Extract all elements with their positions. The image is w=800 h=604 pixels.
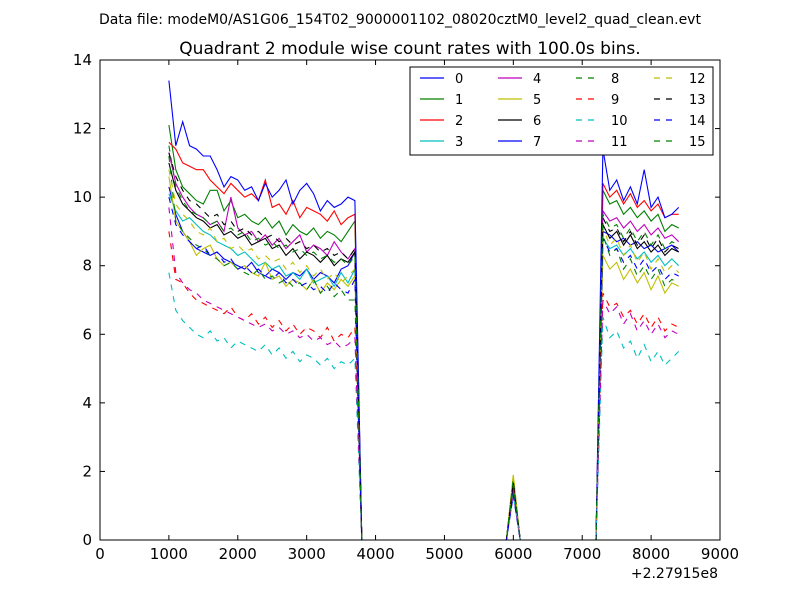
- data-file-label: Data file: modeM0/AS1G06_154T02_90000011…: [99, 12, 701, 28]
- x-tick-label: 6000: [494, 545, 532, 563]
- legend-label-11: 11: [611, 135, 628, 150]
- legend-label-12: 12: [689, 72, 706, 87]
- x-tick-label: 0: [95, 545, 105, 563]
- x-tick-label: 8000: [632, 545, 670, 563]
- y-tick-label: 10: [73, 188, 92, 206]
- y-tick-label: 4: [82, 394, 92, 412]
- x-tick-label: 1000: [150, 545, 188, 563]
- y-tick-label: 2: [82, 462, 92, 480]
- legend-label-0: 0: [455, 72, 463, 87]
- y-tick-label: 6: [82, 325, 92, 343]
- legend-label-8: 8: [611, 72, 619, 87]
- y-tick-label: 0: [82, 531, 92, 549]
- legend-label-3: 3: [455, 135, 463, 150]
- x-axis-offset-label: +2.27915e8: [631, 566, 718, 582]
- x-tick-label: 2000: [219, 545, 257, 563]
- y-tick-label: 12: [73, 120, 92, 138]
- legend-label-14: 14: [689, 114, 706, 129]
- legend-box: [409, 66, 714, 156]
- y-tick-label: 14: [73, 51, 92, 69]
- legend-label-1: 1: [455, 93, 463, 108]
- legend-label-5: 5: [533, 93, 541, 108]
- plot-area-frame: [99, 59, 721, 541]
- legend-label-2: 2: [455, 114, 463, 129]
- x-tick-label: 7000: [563, 545, 601, 563]
- legend-label-6: 6: [533, 114, 541, 129]
- legend-label-10: 10: [611, 114, 628, 129]
- legend-label-15: 15: [689, 135, 706, 150]
- legend-label-9: 9: [611, 93, 619, 108]
- x-tick-label: 3000: [288, 545, 326, 563]
- legend-label-4: 4: [533, 72, 541, 87]
- legend-label-7: 7: [533, 135, 541, 150]
- axis-ticks-group: 0 1000 2000 3000 4000 5000 6000 7000 8000 9000 0 2 4…: [73, 51, 739, 563]
- x-tick-label: 9000: [701, 545, 739, 563]
- legend-label-13: 13: [689, 93, 706, 108]
- chart-title: Quadrant 2 module wise count rates with …: [179, 39, 640, 59]
- x-tick-label: 5000: [425, 545, 463, 563]
- x-tick-label: 4000: [356, 545, 394, 563]
- y-tick-label: 8: [82, 257, 92, 275]
